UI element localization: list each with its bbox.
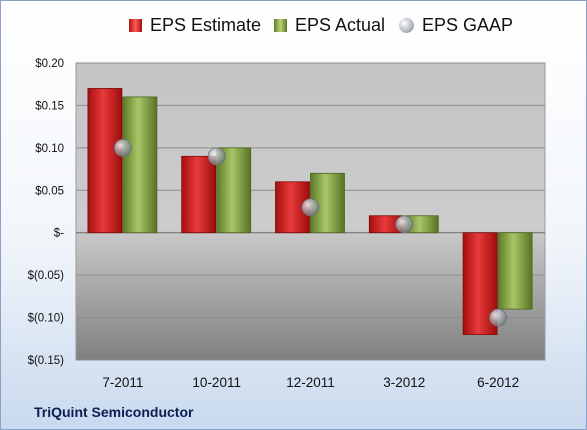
y-tick-label: $- [54,228,64,240]
legend-label-gaap: EPS GAAP [422,15,514,35]
x-tick-label: 10-2011 [192,375,241,390]
eps-chart: $0.20 $0.15 $0.10 $0.05 $- $(0.05) $(0.10) $(0.… [28,58,546,390]
y-tick-label: $0.10 [35,143,64,155]
y-tick-label: $0.05 [35,185,64,197]
estimate-bar [181,155,217,234]
legend-label-actual: EPS Actual [295,15,386,35]
x-tick-label: 3-2012 [383,375,425,390]
legend: EPS Estimate EPS Actual EPS GAAP [1,15,586,45]
legend-item-gaap: EPS GAAP [399,15,513,36]
gaap-marker [114,138,132,157]
estimate-bar [87,88,123,234]
gaap-marker [207,147,226,166]
y-tick-label: $(0.10) [28,313,65,325]
legend-swatch-actual [274,19,287,32]
y-tick-label: $(0.05) [28,270,65,282]
legend-item-actual: EPS Actual [274,15,385,36]
gaap-marker [395,215,414,234]
actual-bar [122,96,158,234]
actual-bar [497,232,533,310]
gaap-marker [301,198,320,217]
gaap-marker [489,308,508,327]
x-tick-label: 12-2011 [286,375,335,390]
legend-swatch-gaap [399,18,414,33]
actual-bar [216,147,252,234]
company-name: TriQuint Semiconductor [34,404,194,420]
legend-swatch-estimate [129,19,142,32]
legend-item-estimate: EPS Estimate [129,15,261,36]
x-tick-label: 6-2012 [477,375,519,390]
x-tick-label: 7-2011 [102,375,143,390]
legend-label-estimate: EPS Estimate [150,15,262,35]
y-tick-label: $0.20 [35,58,64,70]
y-tick-label: $(0.15) [28,355,65,367]
y-tick-label: $0.15 [35,100,64,112]
